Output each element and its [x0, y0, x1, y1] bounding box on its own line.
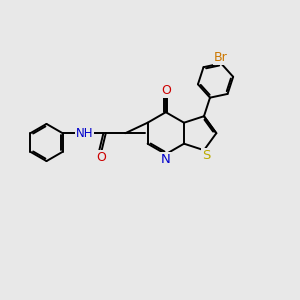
Text: Br: Br	[214, 51, 228, 64]
Text: N: N	[161, 153, 171, 166]
Text: S: S	[202, 149, 211, 162]
Text: NH: NH	[76, 127, 93, 140]
Text: O: O	[96, 151, 106, 164]
Text: O: O	[161, 84, 171, 97]
